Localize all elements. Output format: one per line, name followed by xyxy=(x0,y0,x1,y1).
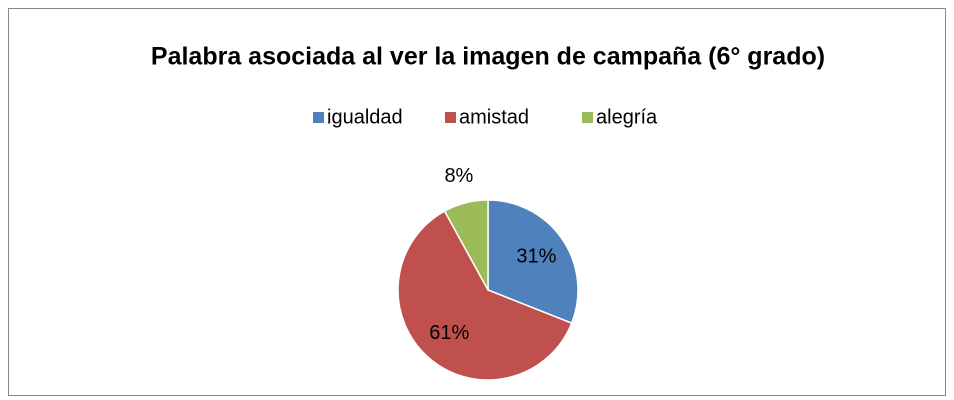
pie-slice xyxy=(487,199,579,325)
legend-label: amistad xyxy=(459,106,529,128)
pie-slice xyxy=(397,210,573,381)
chart-title: Palabra asociada al ver la imagen de cam… xyxy=(151,43,825,71)
legend-swatch xyxy=(582,112,593,123)
legend-label: igualdad xyxy=(327,106,403,128)
legend-label: alegría xyxy=(596,106,658,128)
legend-swatch xyxy=(445,112,456,123)
data-label: 31% xyxy=(516,245,556,267)
data-label: 8% xyxy=(444,165,473,187)
legend-swatch xyxy=(313,112,324,123)
pie-slice xyxy=(443,199,489,291)
data-label: 61% xyxy=(429,322,469,344)
